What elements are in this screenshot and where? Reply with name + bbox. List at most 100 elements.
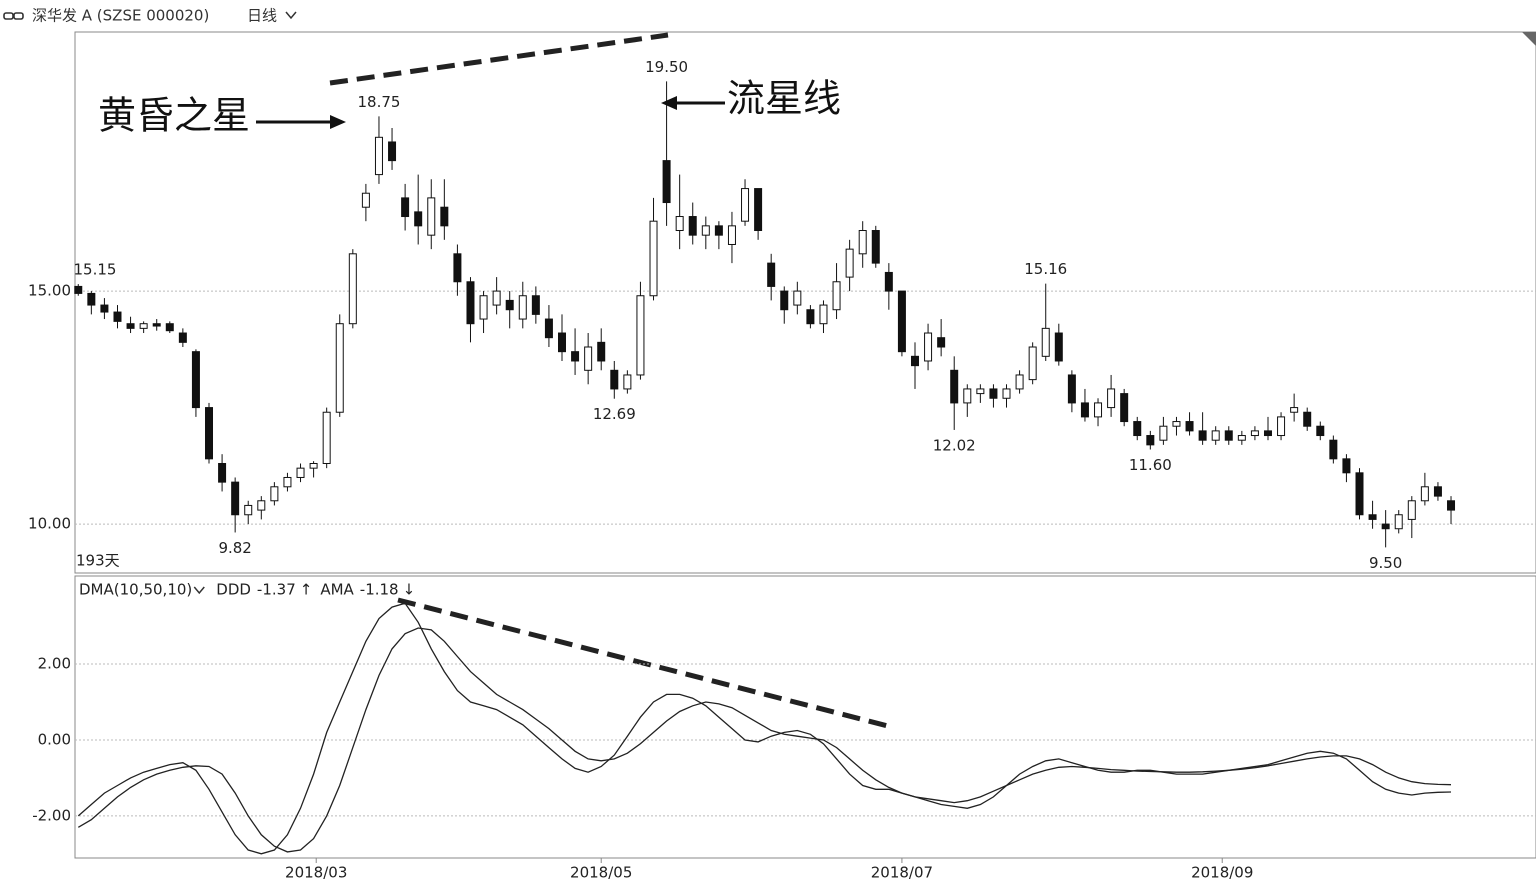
candle-body — [871, 230, 880, 264]
extreme-label: 15.16 — [1024, 260, 1067, 278]
chart-title: 深华发 A (SZSE 000020) — [32, 7, 209, 25]
candle-body — [401, 197, 410, 218]
candle-body — [100, 304, 109, 313]
candle-body — [1303, 411, 1312, 427]
candle-body — [649, 220, 658, 297]
candle-body — [388, 141, 397, 162]
candle-body — [584, 346, 593, 371]
candle-body — [374, 136, 383, 176]
legend-name: DDD — [216, 581, 251, 599]
candle-body — [1198, 430, 1207, 441]
candle-body — [688, 216, 697, 236]
candle-body — [884, 271, 893, 292]
indicator-name: DMA(10,50,10) — [79, 581, 192, 599]
corner — [1522, 32, 1536, 46]
candle-body — [87, 292, 96, 306]
candle-body — [1067, 374, 1076, 404]
candle-body — [610, 369, 619, 390]
candle-body — [309, 462, 318, 469]
candle-body — [1342, 458, 1351, 474]
candle-body — [1355, 472, 1364, 516]
header-bar — [0, 0, 1536, 31]
candle-body — [1172, 421, 1181, 427]
candle-body — [714, 225, 723, 236]
dropdown-chevron[interactable] — [193, 586, 205, 595]
candle-body — [518, 295, 527, 320]
extreme-label: 12.02 — [933, 436, 976, 454]
candle-body — [754, 188, 763, 232]
candle-body — [1368, 514, 1377, 520]
candle-body — [257, 500, 266, 511]
candle-body — [910, 355, 919, 367]
extreme-label: 18.75 — [357, 93, 400, 111]
candle-body — [1433, 486, 1442, 497]
candle-body — [544, 318, 553, 339]
candle-body — [858, 230, 867, 255]
candle-body — [231, 481, 240, 516]
candle-body — [466, 281, 475, 325]
pattern-note: 黄昏之星 — [98, 94, 250, 138]
extreme-label: 15.15 — [74, 261, 117, 279]
legend-trend: ↑ — [300, 581, 313, 599]
candle-body — [139, 323, 148, 329]
candle-body — [636, 295, 645, 376]
candle-body — [1237, 435, 1246, 441]
dropdown-chevron[interactable] — [285, 11, 297, 20]
candle-body — [1146, 435, 1155, 446]
candle-body — [270, 486, 279, 502]
candle-body — [152, 323, 161, 327]
candle-body — [1447, 500, 1456, 511]
candle-body — [531, 295, 540, 315]
x-tick-label: 2018/07 — [871, 864, 933, 882]
candle-body — [832, 281, 841, 311]
link-icon — [3, 12, 24, 20]
candle-body — [1107, 388, 1116, 409]
period-label: 193天 — [76, 552, 120, 570]
candle-body — [427, 197, 436, 236]
trend-line — [329, 32, 669, 86]
y-tick-label: 10.00 — [28, 515, 71, 533]
y-tick-label: 0.00 — [38, 730, 71, 748]
candle-body — [662, 160, 671, 204]
candle-body — [897, 290, 906, 353]
y-tick-label: 2.00 — [38, 655, 71, 673]
candle-body — [1290, 407, 1299, 413]
candle-body — [205, 407, 214, 460]
candle-body — [963, 388, 972, 404]
arrow-head — [330, 115, 346, 129]
candle-body — [218, 462, 227, 483]
candle-body — [571, 351, 580, 362]
candle-body — [1120, 393, 1129, 423]
candle-body — [296, 467, 305, 478]
legend-name: AMA — [320, 581, 354, 599]
pattern-note: 流星线 — [727, 77, 841, 121]
candle-body — [479, 295, 488, 320]
extreme-label: 9.50 — [1369, 554, 1402, 572]
candle-body — [244, 504, 253, 516]
y-tick-label: 15.00 — [28, 282, 71, 300]
candle-body — [178, 332, 187, 343]
trend-line — [397, 597, 889, 729]
legend-value: -1.37 — [257, 581, 296, 599]
candle-body — [741, 188, 750, 222]
candle-body — [440, 206, 449, 227]
candle-body — [1094, 402, 1103, 418]
indicator-panel — [74, 575, 1536, 859]
candle-body — [1224, 430, 1233, 441]
candle-body — [1394, 514, 1403, 530]
candle-body — [361, 192, 370, 208]
candle-body — [1015, 374, 1024, 390]
candle-body — [1263, 430, 1272, 437]
candle-body — [1420, 486, 1429, 502]
candle-body — [793, 290, 802, 306]
extreme-label: 9.82 — [218, 539, 251, 557]
candle-body — [1381, 523, 1390, 530]
candle-body — [335, 323, 344, 413]
candle-body — [1329, 439, 1338, 460]
candle-body — [492, 290, 501, 306]
candle-body — [1185, 421, 1194, 432]
interval[interactable]: 日线 — [247, 7, 277, 25]
candle-body — [675, 216, 684, 232]
